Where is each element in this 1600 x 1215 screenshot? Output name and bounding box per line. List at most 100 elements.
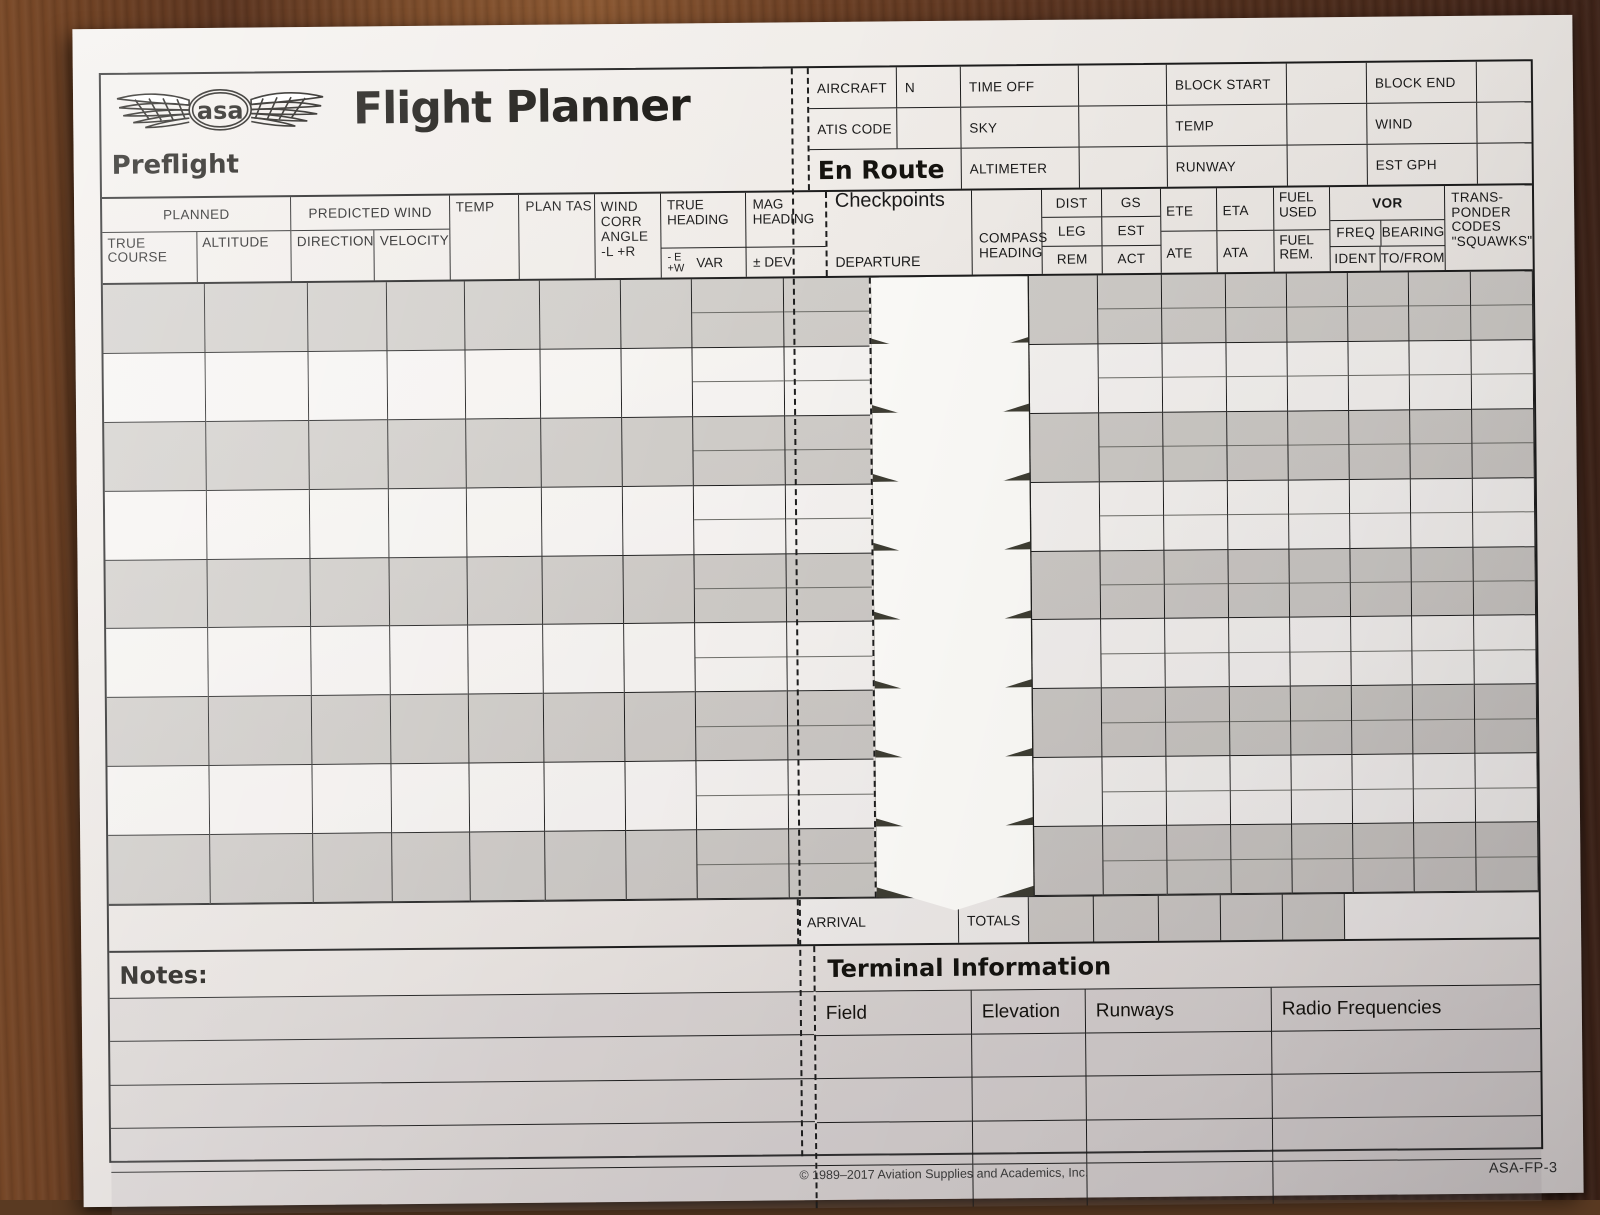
grid-subcell-top[interactable] xyxy=(1291,755,1352,791)
grid-cell[interactable] xyxy=(470,831,546,902)
grid-cell[interactable] xyxy=(465,349,541,420)
grid-subcell-top[interactable] xyxy=(1101,688,1165,724)
grid-cell-split[interactable] xyxy=(692,347,785,418)
grid-subcell-top[interactable] xyxy=(786,553,872,589)
grid-subcell-top[interactable] xyxy=(1288,479,1349,515)
grid-cell-split[interactable] xyxy=(694,553,787,624)
grid-cell[interactable] xyxy=(466,418,542,489)
grid-cell-split[interactable] xyxy=(1166,756,1230,826)
grid-cell-split[interactable] xyxy=(1100,619,1165,689)
totals-remainder-cell[interactable] xyxy=(1344,892,1540,940)
grid-subcell-top[interactable] xyxy=(1166,756,1230,792)
altimeter-value[interactable] xyxy=(1079,146,1168,188)
grid-subcell-bottom[interactable] xyxy=(1290,652,1350,686)
grid-cell-split[interactable] xyxy=(1287,410,1349,481)
grid-cell-split[interactable] xyxy=(784,346,871,417)
grid-subcell-bottom[interactable] xyxy=(1229,652,1289,686)
grid-subcell-top[interactable] xyxy=(694,553,787,590)
grid-subcell-top[interactable] xyxy=(1409,409,1472,445)
grid-cell-split[interactable] xyxy=(1101,688,1166,758)
grid-subcell-bottom[interactable] xyxy=(694,520,786,554)
totals-ete-cell[interactable] xyxy=(1158,895,1222,941)
grid-cell-split[interactable] xyxy=(695,622,788,693)
grid-cell[interactable] xyxy=(468,625,544,695)
grid-subcell-bottom[interactable] xyxy=(696,726,788,760)
grid-cell-split[interactable] xyxy=(785,415,871,486)
grid-subcell-top[interactable] xyxy=(693,485,786,521)
est-gph-value[interactable] xyxy=(1478,143,1532,184)
grid-subcell-top[interactable] xyxy=(1289,617,1351,653)
block-start-value[interactable] xyxy=(1286,62,1368,104)
grid-cell[interactable] xyxy=(626,830,697,900)
grid-subcell-bottom[interactable] xyxy=(1409,306,1470,340)
grid-cell[interactable] xyxy=(311,695,391,766)
grid-cell[interactable] xyxy=(108,835,211,905)
grid-subcell-top[interactable] xyxy=(1228,618,1290,654)
grid-subcell-bottom[interactable] xyxy=(1292,859,1352,893)
grid-cell[interactable] xyxy=(209,696,312,767)
grid-cell[interactable] xyxy=(620,279,692,349)
grid-subcell-top[interactable] xyxy=(786,484,872,520)
grid-cell-split[interactable] xyxy=(691,278,784,349)
terminal-row-cell[interactable] xyxy=(1086,1075,1272,1121)
grid-subcell-bottom[interactable] xyxy=(788,656,873,690)
grid-subcell-bottom[interactable] xyxy=(1164,515,1227,549)
grid-cell[interactable] xyxy=(624,623,695,694)
grid-cell[interactable] xyxy=(541,417,622,488)
grid-cell[interactable] xyxy=(310,626,390,697)
grid-subcell-top[interactable] xyxy=(1413,822,1476,858)
atis-code-value[interactable] xyxy=(897,107,962,149)
grid-subcell-top[interactable] xyxy=(693,416,785,452)
grid-subcell-bottom[interactable] xyxy=(1100,516,1163,550)
grid-subcell-top[interactable] xyxy=(1102,825,1167,861)
grid-cell[interactable] xyxy=(391,763,470,834)
grid-cell-split[interactable] xyxy=(1162,343,1226,413)
grid-subcell-bottom[interactable] xyxy=(1476,788,1537,822)
grid-subcell-bottom[interactable] xyxy=(1476,857,1537,891)
terminal-row-cell[interactable] xyxy=(816,1034,972,1080)
grid-cell[interactable] xyxy=(208,627,311,698)
notes-line[interactable] xyxy=(110,1078,815,1130)
grid-cell-split[interactable] xyxy=(693,485,786,555)
grid-subcell-top[interactable] xyxy=(1474,684,1537,720)
grid-cell-split[interactable] xyxy=(1164,549,1228,620)
grid-subcell-top[interactable] xyxy=(1163,480,1227,516)
grid-cell-split[interactable] xyxy=(695,691,788,762)
grid-cell[interactable] xyxy=(308,351,387,421)
grid-cell[interactable] xyxy=(1029,413,1099,483)
grid-cell-split[interactable] xyxy=(1413,822,1476,893)
grid-cell-split[interactable] xyxy=(1352,754,1413,825)
runway-value[interactable] xyxy=(1287,144,1368,186)
grid-subcell-top[interactable] xyxy=(1352,754,1413,790)
grid-subcell-bottom[interactable] xyxy=(1228,584,1288,618)
grid-subcell-top[interactable] xyxy=(695,622,787,659)
grid-cell[interactable] xyxy=(467,487,542,558)
grid-subcell-bottom[interactable] xyxy=(1098,378,1161,412)
grid-subcell-bottom[interactable] xyxy=(1292,790,1352,824)
grid-cell-split[interactable] xyxy=(1228,549,1289,619)
grid-subcell-bottom[interactable] xyxy=(1165,653,1228,687)
grid-subcell-top[interactable] xyxy=(1475,753,1537,789)
grid-subcell-bottom[interactable] xyxy=(1471,306,1532,340)
grid-subcell-bottom[interactable] xyxy=(789,725,874,759)
grid-subcell-bottom[interactable] xyxy=(1226,377,1286,411)
grid-subcell-top[interactable] xyxy=(1099,481,1163,517)
grid-subcell-top[interactable] xyxy=(692,347,785,383)
grid-subcell-top[interactable] xyxy=(697,829,789,865)
grid-subcell-bottom[interactable] xyxy=(1287,307,1347,341)
grid-cell-split[interactable] xyxy=(1472,409,1534,479)
grid-cell[interactable] xyxy=(469,762,545,833)
time-off-value[interactable] xyxy=(1078,64,1168,106)
grid-cell-split[interactable] xyxy=(1351,685,1413,756)
grid-cell-split[interactable] xyxy=(1163,480,1228,551)
grid-cell[interactable] xyxy=(624,692,696,763)
grid-subcell-bottom[interactable] xyxy=(1100,585,1163,619)
grid-subcell-bottom[interactable] xyxy=(785,381,870,415)
grid-subcell-top[interactable] xyxy=(1228,549,1289,585)
grid-subcell-top[interactable] xyxy=(1291,824,1353,860)
grid-subcell-top[interactable] xyxy=(1164,549,1228,585)
grid-cell-split[interactable] xyxy=(1228,618,1290,688)
grid-subcell-top[interactable] xyxy=(1162,411,1227,448)
grid-cell-split[interactable] xyxy=(1161,274,1226,344)
grid-subcell-bottom[interactable] xyxy=(1352,720,1412,754)
